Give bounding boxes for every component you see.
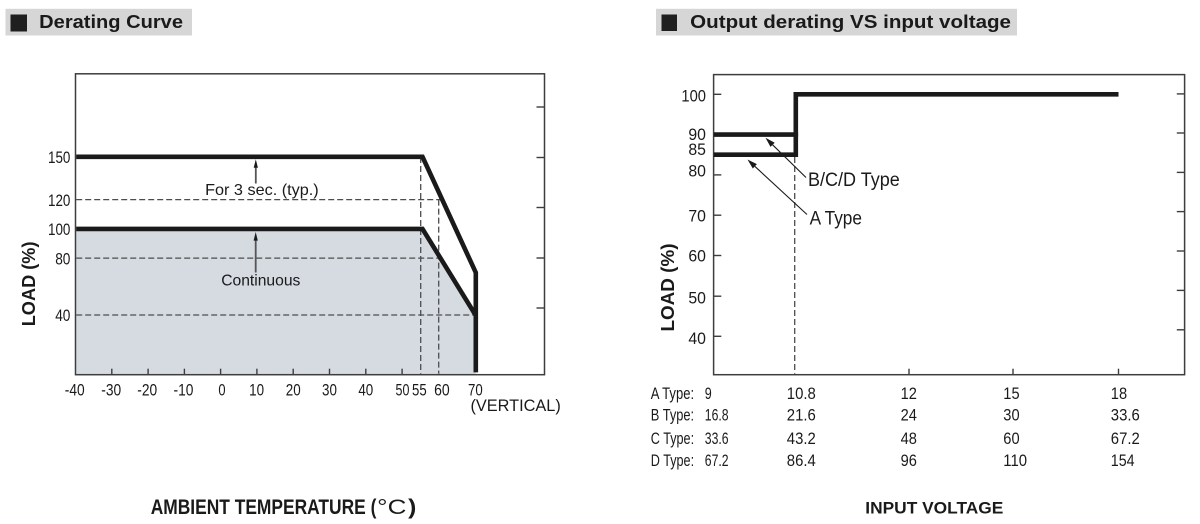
svg-text:15: 15 [1003, 384, 1019, 403]
svg-text:A Type: A Type [810, 209, 862, 230]
svg-text:90: 90 [688, 125, 706, 144]
svg-text:18: 18 [1111, 384, 1127, 403]
svg-text:12: 12 [901, 384, 917, 403]
svg-text:154: 154 [1111, 451, 1135, 470]
svg-text:A Type:: A Type: [651, 384, 694, 403]
svg-text:96: 96 [901, 451, 917, 470]
svg-text:B Type:: B Type: [651, 406, 694, 425]
svg-text:60: 60 [688, 247, 706, 266]
svg-text:-20: -20 [137, 380, 157, 399]
svg-text:16.8: 16.8 [705, 406, 729, 425]
svg-text:Continuous: Continuous [221, 272, 300, 289]
svg-text:-40: -40 [65, 380, 85, 399]
svg-text:86.4: 86.4 [787, 451, 816, 470]
svg-text:70: 70 [468, 380, 483, 399]
svg-text:24: 24 [901, 406, 917, 425]
svg-text:60: 60 [434, 380, 450, 399]
svg-text:10.8: 10.8 [787, 384, 816, 403]
svg-text:70: 70 [688, 206, 706, 225]
svg-text:LOAD (%): LOAD (%) [19, 242, 39, 327]
svg-text:°C: °C [377, 495, 406, 519]
svg-text:10: 10 [249, 380, 264, 399]
svg-text:40: 40 [688, 329, 706, 348]
svg-text:150: 150 [48, 148, 70, 167]
svg-text:20: 20 [286, 380, 301, 399]
svg-text:-10: -10 [174, 380, 194, 399]
svg-text:(VERTICAL): (VERTICAL) [471, 397, 561, 415]
svg-text:B/C/D Type: B/C/D Type [808, 170, 900, 191]
svg-text:67.2: 67.2 [1111, 429, 1140, 448]
svg-text:): ) [408, 496, 416, 519]
svg-text:50: 50 [688, 289, 706, 308]
svg-text:80: 80 [55, 249, 70, 268]
svg-text:30: 30 [1003, 406, 1019, 425]
svg-text:21.6: 21.6 [787, 406, 816, 425]
svg-text:INPUT VOLTAGE: INPUT VOLTAGE [865, 498, 1003, 517]
svg-text:60: 60 [1003, 429, 1019, 448]
svg-text:67.2: 67.2 [705, 451, 729, 470]
svg-text:110: 110 [1003, 451, 1027, 470]
svg-text:55: 55 [412, 380, 427, 399]
svg-text:50: 50 [396, 380, 410, 399]
svg-text:80: 80 [688, 162, 706, 181]
svg-text:85: 85 [688, 140, 706, 159]
svg-text:30: 30 [322, 380, 337, 399]
svg-text:0: 0 [218, 380, 225, 399]
svg-text:40: 40 [358, 380, 373, 399]
svg-text:Derating Curve: Derating Curve [39, 11, 183, 32]
svg-text:AMBIENT TEMPERATURE (: AMBIENT TEMPERATURE ( [151, 496, 377, 519]
svg-text:Output derating VS input volta: Output derating VS input voltage [690, 11, 1011, 32]
svg-text:LOAD (%): LOAD (%) [658, 244, 678, 332]
svg-text:48: 48 [901, 429, 917, 448]
svg-text:-30: -30 [101, 380, 121, 399]
svg-text:For 3 sec. (typ.): For 3 sec. (typ.) [205, 182, 319, 199]
svg-text:100: 100 [48, 220, 70, 239]
svg-text:40: 40 [55, 306, 70, 325]
svg-text:33.6: 33.6 [705, 429, 729, 448]
svg-text:43.2: 43.2 [787, 429, 816, 448]
svg-text:D Type:: D Type: [651, 451, 694, 470]
svg-text:C Type:: C Type: [651, 429, 694, 448]
svg-text:33.6: 33.6 [1111, 406, 1140, 425]
svg-text:100: 100 [681, 87, 706, 106]
svg-text:9: 9 [705, 384, 712, 403]
svg-text:120: 120 [48, 191, 70, 210]
